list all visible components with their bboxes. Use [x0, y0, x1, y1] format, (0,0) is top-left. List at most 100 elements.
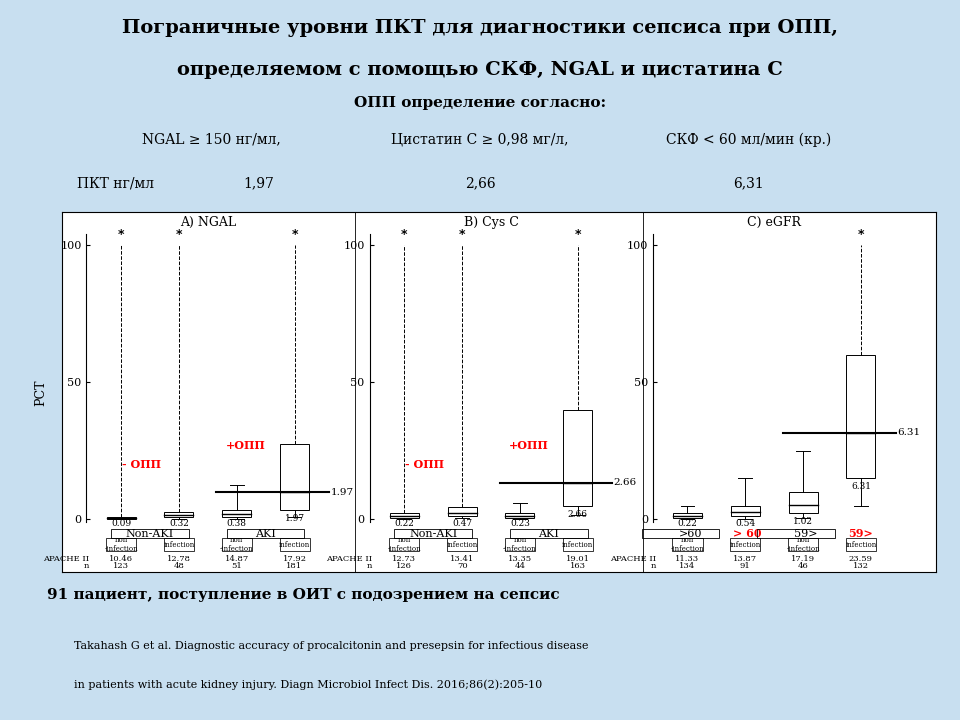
Text: n: n — [84, 562, 89, 570]
Text: non
-infection: non -infection — [220, 536, 253, 553]
Text: 0.23: 0.23 — [510, 518, 530, 528]
Text: *: * — [857, 228, 864, 241]
Text: APACHE II: APACHE II — [43, 555, 89, 563]
Text: A) NGAL: A) NGAL — [180, 215, 236, 228]
Text: 23.59: 23.59 — [849, 555, 873, 563]
Bar — [506, 513, 535, 518]
Text: 51: 51 — [231, 562, 242, 570]
Text: *: * — [401, 228, 408, 241]
Text: 0.09: 0.09 — [111, 518, 132, 528]
Text: n: n — [367, 562, 372, 570]
Text: +ОПП: +ОПП — [226, 440, 265, 451]
Text: 0.38: 0.38 — [227, 518, 247, 528]
Text: 1.97: 1.97 — [284, 514, 304, 523]
Text: 91 пациент, поступление в ОИТ с подозрением на сепсис: 91 пациент, поступление в ОИТ с подозрен… — [47, 588, 560, 601]
Bar — [731, 505, 759, 516]
Bar — [223, 510, 252, 517]
Text: 2.66: 2.66 — [567, 510, 588, 518]
Text: 19.01: 19.01 — [565, 555, 589, 563]
Text: 13.87: 13.87 — [733, 555, 757, 563]
Text: *: * — [574, 228, 581, 241]
Text: - ОПП: - ОПП — [405, 459, 444, 470]
Text: 46: 46 — [798, 562, 808, 570]
Text: 17.19: 17.19 — [791, 555, 815, 563]
Text: infection: infection — [163, 541, 195, 549]
Text: СКФ < 60 мл/мин (кр.): СКФ < 60 мл/мин (кр.) — [666, 132, 831, 147]
Text: определяемом с помощью СКФ, NGAL и цистатина С: определяемом с помощью СКФ, NGAL и циста… — [177, 61, 783, 79]
Bar — [447, 507, 476, 516]
Text: PCT: PCT — [34, 379, 47, 405]
Text: 70: 70 — [457, 562, 468, 570]
Text: 12.78: 12.78 — [167, 555, 191, 563]
Text: non
-infection: non -infection — [671, 536, 705, 553]
Bar — [789, 492, 818, 513]
Text: 6.31: 6.31 — [851, 482, 871, 491]
Text: 6,31: 6,31 — [733, 176, 764, 190]
Text: infection: infection — [846, 541, 876, 549]
Text: 11.33: 11.33 — [676, 555, 700, 563]
Text: Non-AKI: Non-AKI — [409, 528, 457, 539]
Bar — [847, 355, 876, 478]
Text: 0.54: 0.54 — [735, 518, 756, 528]
Text: ПКТ нг/мл: ПКТ нг/мл — [77, 176, 154, 190]
Text: 48: 48 — [174, 562, 184, 570]
Text: infection: infection — [446, 541, 478, 549]
Text: 134: 134 — [680, 562, 696, 570]
Text: Non-AKI: Non-AKI — [126, 528, 174, 539]
Text: 181: 181 — [286, 562, 302, 570]
Text: ОПП определение согласно:: ОПП определение согласно: — [354, 96, 606, 109]
Text: NGAL ≥ 150 нг/мл,: NGAL ≥ 150 нг/мл, — [142, 132, 280, 146]
Text: non
-infection: non -infection — [105, 536, 138, 553]
Text: 123: 123 — [113, 562, 129, 570]
Text: Цистатин С ≥ 0,98 мг/л,: Цистатин С ≥ 0,98 мг/л, — [392, 132, 568, 146]
Text: > 60: > 60 — [732, 528, 761, 539]
Bar — [564, 410, 592, 505]
Text: *: * — [291, 228, 298, 241]
Text: 91: 91 — [740, 562, 751, 570]
Text: 14.87: 14.87 — [225, 555, 249, 563]
Bar — [390, 513, 419, 518]
Text: 13.35: 13.35 — [508, 555, 532, 563]
Text: +ОПП: +ОПП — [509, 440, 548, 451]
Text: 10.46: 10.46 — [109, 555, 133, 563]
Text: AKI: AKI — [539, 528, 560, 539]
Text: non
-infection: non -infection — [786, 536, 820, 553]
Text: 0.47: 0.47 — [452, 518, 472, 528]
Text: 44: 44 — [515, 562, 525, 570]
Text: *: * — [459, 228, 466, 241]
Bar — [280, 444, 309, 510]
Text: - ОПП: - ОПП — [122, 459, 161, 470]
Text: 1,97: 1,97 — [244, 176, 275, 190]
Text: 12.73: 12.73 — [393, 555, 417, 563]
Text: infection: infection — [563, 541, 593, 549]
Text: AKI: AKI — [255, 528, 276, 539]
Bar — [673, 513, 702, 518]
Text: in patients with acute kidney injury. Diagn Microbiol Infect Dis. 2016;86(2):205: in patients with acute kidney injury. Di… — [74, 680, 542, 690]
Text: 163: 163 — [569, 562, 586, 570]
Text: 0.22: 0.22 — [678, 518, 697, 528]
Text: 17.92: 17.92 — [282, 555, 306, 563]
Text: C) eGFR: C) eGFR — [747, 215, 802, 228]
Text: 126: 126 — [396, 562, 412, 570]
Text: non
-infection: non -infection — [503, 536, 537, 553]
Text: *: * — [118, 228, 125, 241]
Text: Takahash G et al. Diagnostic accuracy of procalcitonin and presepsin for infecti: Takahash G et al. Diagnostic accuracy of… — [74, 641, 588, 651]
Text: 59>: 59> — [794, 528, 818, 539]
Text: APACHE II: APACHE II — [326, 555, 372, 563]
Text: 0.22: 0.22 — [395, 518, 414, 528]
Text: >60: >60 — [679, 528, 702, 539]
Bar — [164, 512, 193, 518]
Text: *: * — [176, 228, 182, 241]
Text: infection: infection — [730, 541, 761, 549]
Text: 1.97: 1.97 — [330, 487, 353, 497]
Text: 0.32: 0.32 — [169, 518, 189, 528]
Text: B) Cys C: B) Cys C — [464, 215, 518, 228]
Bar — [107, 517, 135, 518]
Text: 59>: 59> — [849, 528, 873, 539]
Text: 2,66: 2,66 — [465, 176, 495, 190]
Text: 132: 132 — [852, 562, 869, 570]
Text: 1.02: 1.02 — [793, 517, 813, 526]
Text: infection: infection — [279, 541, 310, 549]
Text: 2.66: 2.66 — [613, 478, 636, 487]
Text: n: n — [650, 562, 656, 570]
